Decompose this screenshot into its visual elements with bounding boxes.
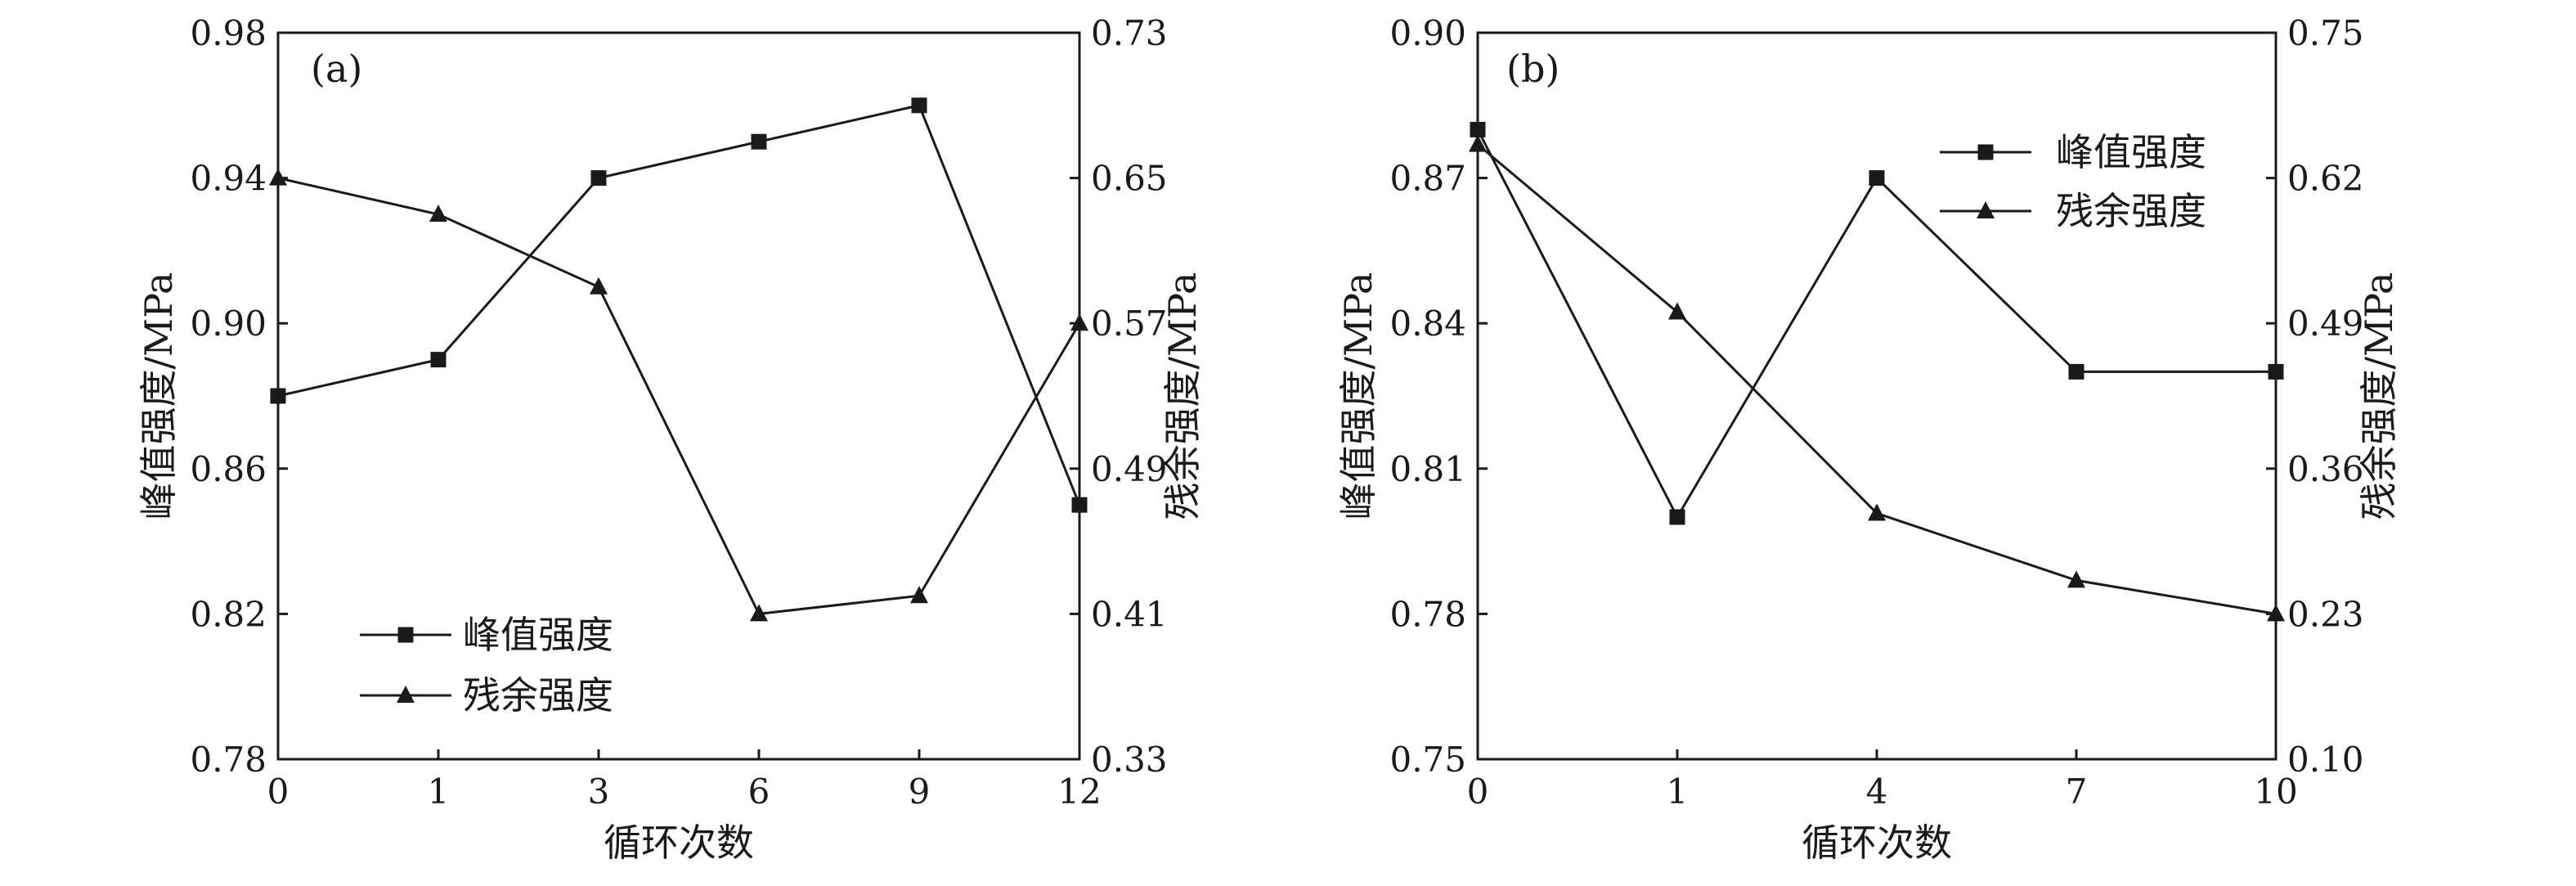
y-left-tick-label: 0.82 — [190, 594, 267, 634]
legend-marker — [1977, 144, 1994, 160]
x-tick-label: 3 — [588, 771, 610, 812]
triangle-marker — [1668, 302, 1686, 320]
x-tick-label: 7 — [2066, 771, 2088, 812]
square-marker — [2268, 363, 2284, 380]
y-left-tick-label: 0.81 — [1389, 449, 1466, 489]
x-axis-title: 循环次数 — [1802, 821, 1952, 865]
y-right-tick-label: 0.73 — [1091, 13, 1168, 53]
x-tick-label: 6 — [748, 771, 770, 812]
y-right-tick-label: 0.65 — [1091, 159, 1168, 199]
panel-b: 0 1 4 7 10 0.75 0.78 0.81 0.84 0.87 0.90 0.10 0.23 0.… — [1336, 13, 2401, 865]
square-marker — [2068, 363, 2085, 380]
triangle-marker — [269, 168, 287, 186]
legend-label: 残余强度 — [463, 673, 613, 717]
y-left-tick-label: 0.86 — [190, 449, 267, 489]
y-right-tick-label: 0.41 — [1091, 594, 1168, 634]
x-tick-label: 10 — [2254, 771, 2297, 812]
y-left-tick-label: 0.78 — [190, 740, 267, 780]
x-tick-label: 1 — [1667, 771, 1689, 812]
triangle-marker — [750, 604, 768, 622]
y-left-tick-label: 0.90 — [190, 304, 267, 344]
y-right-tick-label: 0.49 — [2287, 304, 2364, 344]
y-right-axis-title: 残余强度/MPa — [1160, 272, 1205, 520]
y-left-tick-label: 0.75 — [1389, 740, 1466, 780]
triangle-marker — [590, 277, 608, 295]
y-right-tick-label: 0.57 — [1091, 304, 1168, 344]
y-left-tick-label: 0.78 — [1389, 594, 1466, 634]
panel-label: (a) — [311, 47, 362, 91]
legend-label: 残余强度 — [2056, 189, 2206, 233]
square-marker — [911, 97, 927, 114]
square-marker — [1470, 121, 1486, 137]
x-tick-label: 12 — [1057, 771, 1101, 812]
triangle-marker — [1868, 503, 1886, 521]
x-tick-label: 4 — [1866, 771, 1888, 812]
square-marker — [751, 133, 767, 150]
triangle-marker — [429, 205, 447, 222]
y-right-tick-label: 0.62 — [2287, 159, 2364, 199]
x-tick-label: 0 — [267, 771, 289, 812]
legend-marker — [397, 627, 414, 643]
x-tick-label: 1 — [428, 771, 450, 812]
y-left-tick-label: 0.94 — [190, 159, 267, 199]
y-right-tick-label: 0.33 — [1091, 740, 1168, 780]
panel-a: 0 1 3 6 9 12 0.78 0.82 0.86 0.90 0.94 0.98 0.33 0.41 0… — [137, 13, 1205, 865]
legend-marker — [1977, 201, 1995, 218]
square-marker — [1869, 170, 1885, 187]
y-right-tick-label: 0.10 — [2287, 740, 2364, 780]
y-right-axis-title: 残余强度/MPa — [2357, 272, 2401, 520]
triangle-marker — [1070, 313, 1088, 331]
square-marker — [1669, 509, 1685, 525]
y-left-tick-label: 0.84 — [1389, 304, 1466, 344]
triangle-marker — [1469, 134, 1487, 152]
series-line-residual-strength — [277, 177, 1081, 616]
triangle-marker — [2267, 604, 2285, 622]
square-marker — [430, 352, 447, 368]
x-tick-label: 9 — [909, 771, 931, 812]
legend-label: 峰值强度 — [463, 613, 613, 657]
y-right-tick-label: 0.49 — [1091, 449, 1168, 489]
y-right-tick-label: 0.75 — [2287, 13, 2364, 53]
square-marker — [590, 170, 607, 187]
triangle-marker — [2067, 570, 2085, 588]
square-marker — [1071, 497, 1088, 513]
y-left-tick-label: 0.90 — [1389, 13, 1466, 53]
series-line-peak-strength — [277, 104, 1081, 506]
y-left-tick-label: 0.98 — [190, 13, 267, 53]
legend-label: 峰值强度 — [2056, 130, 2206, 174]
y-right-tick-label: 0.23 — [2287, 594, 2364, 634]
square-marker — [270, 388, 286, 404]
x-tick-label: 0 — [1467, 771, 1489, 812]
y-left-axis-title: 峰值强度/MPa — [137, 272, 181, 520]
y-left-tick-label: 0.87 — [1389, 159, 1466, 199]
legend-marker — [397, 686, 415, 703]
panel-label: (b) — [1506, 47, 1560, 91]
x-axis-title: 循环次数 — [604, 821, 754, 865]
y-right-tick-label: 0.36 — [2287, 449, 2364, 489]
y-left-axis-title: 峰值强度/MPa — [1336, 272, 1380, 520]
triangle-marker — [910, 586, 928, 604]
